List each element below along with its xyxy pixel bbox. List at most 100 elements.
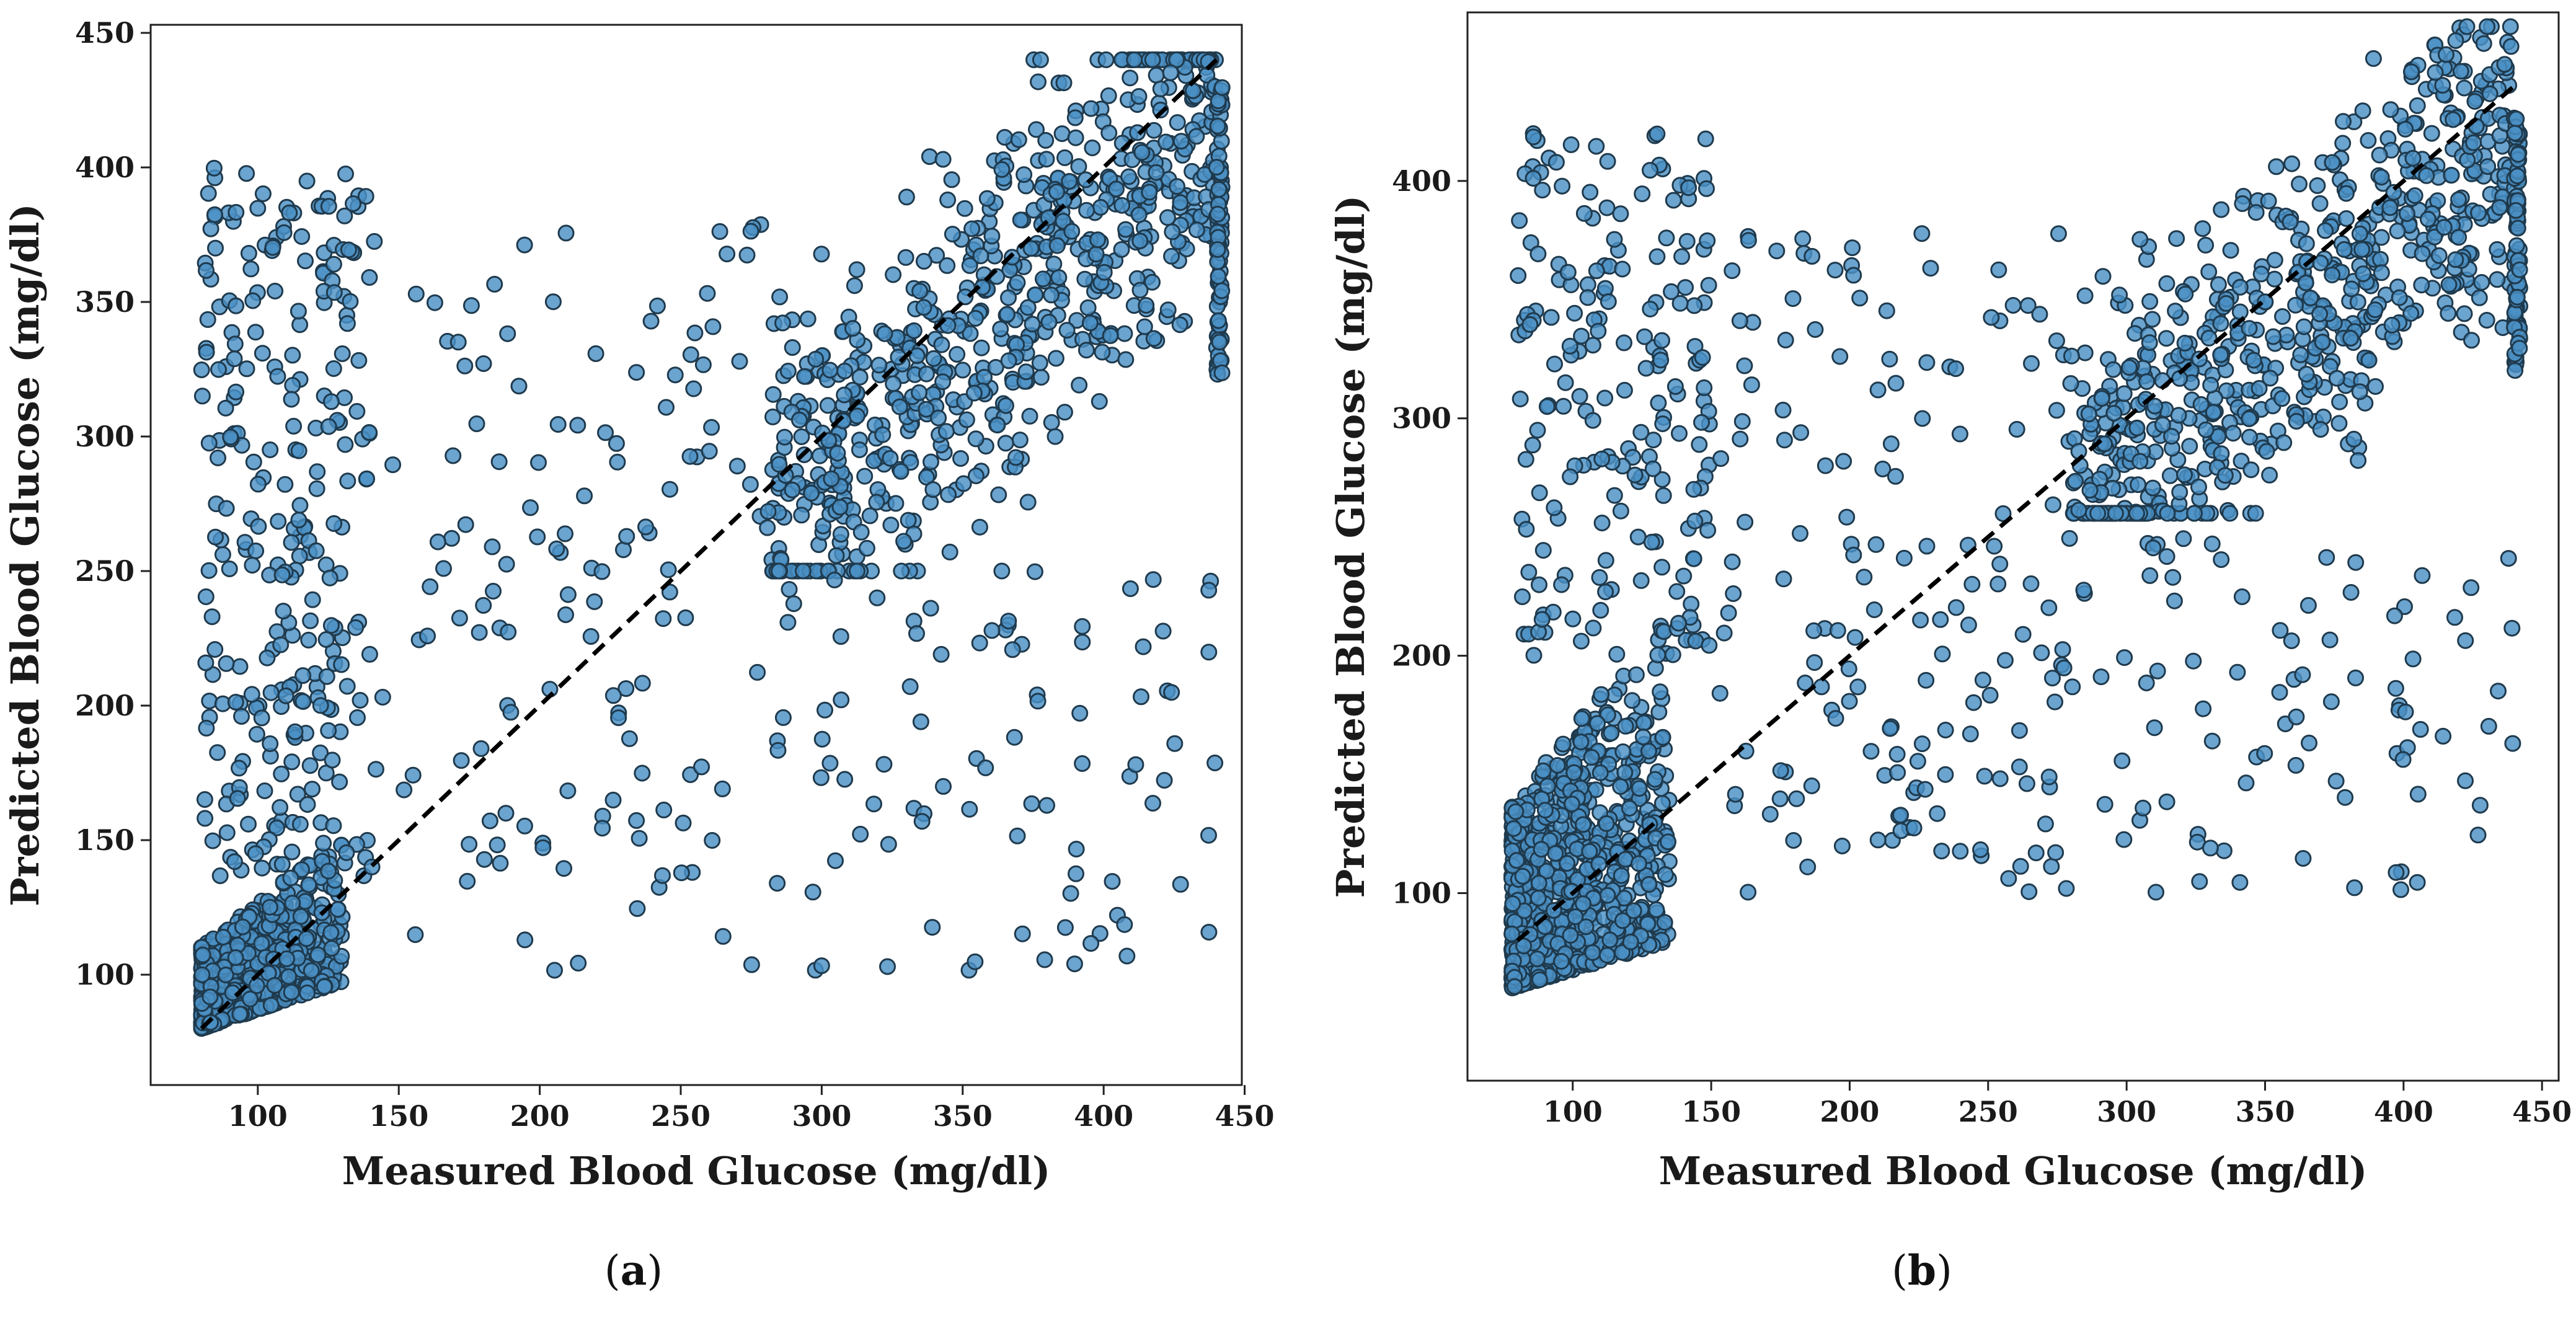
scatter-point: [218, 500, 235, 517]
scatter-point: [253, 935, 270, 952]
scatter-point: [1209, 205, 1226, 223]
scatter-point: [1817, 457, 1834, 474]
scatter-point: [207, 528, 224, 546]
scatter-point: [1117, 221, 1135, 238]
scatter-point: [2287, 756, 2304, 774]
scatter-point: [2130, 476, 2147, 494]
scatter-point: [882, 516, 900, 534]
scatter-point: [422, 578, 439, 595]
scatter-point: [2392, 881, 2409, 898]
scatter-point: [701, 443, 718, 460]
scatter-point: [534, 839, 552, 856]
scatter-point: [2111, 286, 2128, 304]
scatter-point: [831, 498, 849, 516]
scatter-point: [972, 247, 989, 265]
scatter-point: [2221, 505, 2239, 522]
scatter-point: [1699, 232, 1716, 249]
scatter-point: [848, 407, 865, 425]
scatter-point: [283, 534, 300, 551]
scatter-point: [874, 426, 892, 443]
scatter-point: [827, 852, 844, 869]
scatter-point: [1887, 467, 1904, 485]
scatter-point: [1740, 884, 1757, 901]
scatter-point: [2037, 815, 2054, 833]
scatter-point: [1118, 947, 1136, 965]
scatter-point: [978, 190, 996, 207]
scatter-point: [2309, 177, 2326, 194]
scatter-point: [869, 589, 886, 606]
scatter-point: [823, 470, 840, 487]
scatter-point: [281, 204, 298, 221]
scatter-point: [200, 435, 218, 452]
scatter-point: [325, 360, 342, 377]
scatter-point: [312, 697, 329, 714]
scatter-point: [660, 561, 677, 578]
scatter-point: [294, 693, 312, 710]
scatter-point: [320, 862, 337, 880]
scatter-point: [348, 403, 366, 420]
scatter-point: [1145, 122, 1162, 139]
scatter-point: [1829, 622, 1846, 639]
scatter-point: [1071, 376, 1088, 394]
scatter-point: [1030, 73, 1047, 91]
scatter-point: [604, 687, 622, 704]
scatter-point: [2062, 375, 2079, 392]
scatter-point: [939, 257, 956, 274]
scatter-point: [1172, 194, 1189, 211]
scatter-point: [1555, 397, 1572, 415]
scatter-point: [2181, 438, 2198, 455]
scatter-point: [844, 320, 861, 337]
scatter-point: [1743, 376, 1760, 394]
scatter-point: [1058, 322, 1076, 339]
scatter-point: [2366, 301, 2384, 319]
scatter-point: [2509, 219, 2526, 237]
scatter-point: [1962, 725, 1979, 743]
scatter-point: [2507, 362, 2524, 379]
scatter-point: [1612, 205, 1629, 223]
scatter-point: [2144, 311, 2161, 328]
scatter-point: [2419, 211, 2437, 228]
scatter-point: [206, 641, 224, 658]
scatter-point: [1592, 601, 1609, 619]
scatter-point: [2218, 295, 2235, 312]
scatter-point: [2371, 146, 2388, 164]
scatter-point: [2170, 407, 2187, 424]
scatter-point: [1731, 312, 1748, 329]
scatter-point: [851, 441, 868, 458]
scatter-point: [1009, 274, 1026, 291]
scatter-point: [1622, 933, 1639, 950]
scatter-point: [2070, 502, 2087, 519]
scatter-point: [1011, 432, 1029, 449]
scatter-point: [610, 709, 627, 727]
scatter-point: [932, 645, 950, 663]
scatter-point: [1200, 826, 1217, 844]
scatter-point: [1133, 144, 1151, 161]
scatter-point: [704, 318, 722, 335]
scatter-point: [1584, 944, 1601, 961]
scatter-point: [2496, 56, 2513, 73]
scatter-point: [911, 283, 929, 299]
scatter-point: [342, 293, 359, 310]
panel-label-b: (b): [1892, 1246, 1952, 1295]
scatter-point: [944, 226, 961, 243]
scatter-point: [1581, 843, 1598, 860]
scatter-point: [546, 962, 563, 979]
scatter-point: [2229, 663, 2246, 681]
scatter-point: [229, 790, 246, 807]
scatter-point: [1892, 807, 1910, 824]
scatter-point: [555, 860, 572, 877]
scatter-point: [2288, 708, 2305, 725]
scatter-point: [2282, 213, 2299, 231]
scatter-point: [218, 655, 235, 672]
scatter-point: [1882, 435, 1900, 453]
scatter-point: [516, 236, 533, 254]
scatter-point: [1100, 87, 1117, 104]
scatter-point: [2047, 693, 2063, 711]
scatter-point: [1882, 720, 1899, 737]
scatter-point: [2266, 252, 2283, 268]
scatter-point: [885, 375, 902, 392]
scatter-point: [451, 609, 468, 627]
x-tick-label: 450: [2512, 1095, 2572, 1128]
scatter-point: [618, 528, 635, 545]
scatter-point: [317, 631, 335, 648]
